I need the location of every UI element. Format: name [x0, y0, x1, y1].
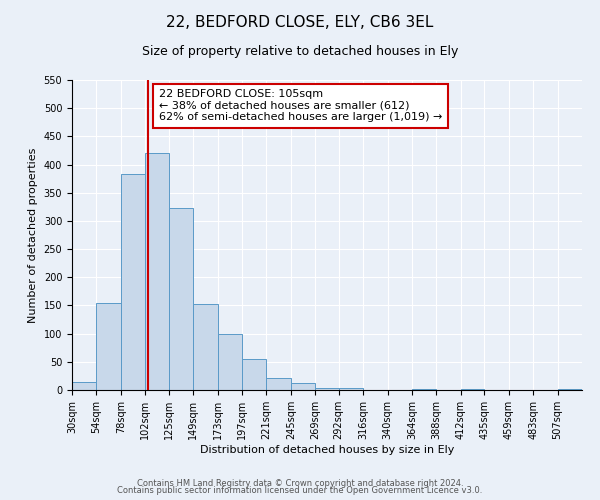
X-axis label: Distribution of detached houses by size in Ely: Distribution of detached houses by size … — [200, 444, 454, 454]
Bar — [72, 382, 97, 390]
Bar — [266, 378, 291, 390]
Bar — [557, 389, 582, 390]
Bar — [315, 388, 339, 390]
Bar — [412, 389, 436, 390]
Bar — [218, 334, 242, 390]
Bar — [121, 174, 145, 390]
Text: Contains public sector information licensed under the Open Government Licence v3: Contains public sector information licen… — [118, 486, 482, 495]
Bar — [193, 304, 218, 390]
Text: Size of property relative to detached houses in Ely: Size of property relative to detached ho… — [142, 45, 458, 58]
Text: 22, BEDFORD CLOSE, ELY, CB6 3EL: 22, BEDFORD CLOSE, ELY, CB6 3EL — [166, 15, 434, 30]
Bar — [291, 383, 315, 390]
Y-axis label: Number of detached properties: Number of detached properties — [28, 148, 38, 322]
Bar — [97, 302, 121, 390]
Bar — [169, 208, 193, 390]
Bar — [339, 388, 363, 390]
Text: Contains HM Land Registry data © Crown copyright and database right 2024.: Contains HM Land Registry data © Crown c… — [137, 478, 463, 488]
Text: 22 BEDFORD CLOSE: 105sqm
← 38% of detached houses are smaller (612)
62% of semi-: 22 BEDFORD CLOSE: 105sqm ← 38% of detach… — [158, 90, 442, 122]
Bar — [145, 154, 169, 390]
Bar — [461, 389, 484, 390]
Bar — [242, 359, 266, 390]
